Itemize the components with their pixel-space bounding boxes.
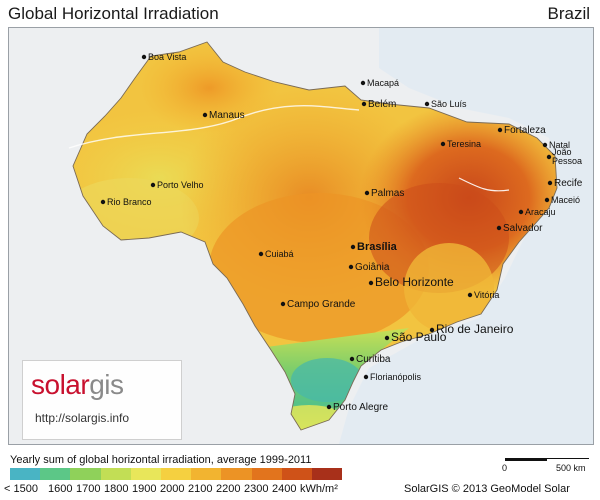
city-dot [280, 301, 286, 307]
scale-bar [505, 452, 589, 468]
city-label: Fortaleza [504, 125, 546, 136]
legend-label: 1900 [132, 483, 157, 495]
city-label: Palmas [371, 188, 404, 199]
legend-color-bar [10, 468, 343, 480]
legend-swatch [160, 468, 192, 480]
city-label: Maceió [551, 195, 580, 205]
legend-label: 2100 [188, 483, 213, 495]
legend-swatch [10, 468, 41, 480]
city-label: Porto Alegre [333, 402, 388, 413]
city-dot [258, 251, 264, 257]
legend-unit: kWh/m² [300, 483, 338, 495]
city-label: Boa Vista [148, 52, 186, 62]
legend-swatch [40, 468, 71, 480]
city-dot [350, 244, 356, 250]
city-label: Florianópolis [370, 372, 422, 382]
city-dot [348, 264, 354, 270]
city-dot [349, 356, 355, 362]
city-label: Rio de Janeiro [436, 322, 514, 336]
city-dot [518, 209, 524, 215]
legend-title: Yearly sum of global horizontal irradiat… [10, 454, 312, 466]
city-dot [440, 141, 446, 147]
ocean [339, 28, 593, 444]
city-dot [429, 327, 435, 333]
city-label: Aracaju [525, 207, 556, 217]
country-label: Brazil [547, 4, 590, 23]
city-label: Brasília [357, 241, 398, 253]
city-dot [547, 180, 553, 186]
city-dot [368, 280, 374, 286]
city-label: Cuiabá [265, 249, 294, 259]
scale-max: 500 km [556, 463, 586, 473]
legend-label: 1600 [48, 483, 73, 495]
city-dot [363, 374, 369, 380]
city-label: São Luís [431, 99, 467, 109]
city-dot [496, 225, 502, 231]
city-dot [542, 142, 548, 148]
city-label: Curitiba [356, 354, 391, 365]
city-dot [424, 101, 430, 107]
city-dot [360, 80, 366, 86]
logo-url[interactable]: http://solargis.info [35, 411, 130, 425]
scale-min: 0 [502, 463, 508, 473]
legend-swatch [191, 468, 222, 480]
city-label: Macapá [367, 78, 399, 88]
legend-label-first: < 1500 [4, 483, 38, 495]
legend-label: 1700 [76, 483, 101, 495]
legend-swatch [221, 468, 252, 480]
credit-line: SolarGIS © 2013 GeoModel Solar [404, 483, 570, 495]
legend-swatch [100, 468, 131, 480]
city-dot [546, 154, 552, 160]
city-label: Natal [549, 140, 570, 150]
city-dot [544, 197, 550, 203]
legend-swatch [251, 468, 282, 480]
solargis-logo[interactable]: solargis http://solargis.info [22, 360, 182, 440]
city-label: Belo Horizonte [375, 275, 454, 289]
city-label: Porto Velho [157, 180, 204, 190]
city-label: Goiânia [355, 262, 390, 273]
city-dot [202, 112, 208, 118]
city-label: São Paulo [391, 330, 447, 344]
city-dot [497, 127, 503, 133]
city-label: Belém [368, 99, 396, 110]
city-dot [326, 404, 332, 410]
legend-swatch [281, 468, 312, 480]
city-label: Teresina [447, 139, 481, 149]
logo-wordmark: solargis [31, 369, 124, 400]
amazon-river [68, 105, 360, 149]
city-label: Manaus [209, 110, 245, 121]
legend-label: 2000 [160, 483, 185, 495]
legend-swatch [70, 468, 101, 480]
city-dot [100, 199, 106, 205]
city-label: João Pessoa [552, 147, 582, 166]
city-label: Vitória [474, 290, 499, 300]
legend-label: 2300 [244, 483, 269, 495]
city-dot [467, 292, 473, 298]
sao-francisco-river [458, 177, 510, 192]
city-label: Campo Grande [287, 299, 356, 310]
legend-swatch [130, 468, 161, 480]
city-dot [141, 54, 147, 60]
legend-label: 2400 [272, 483, 297, 495]
city-dot [150, 182, 156, 188]
city-label: Recife [554, 178, 583, 189]
map-title: Global Horizontal Irradiation [8, 4, 219, 23]
city-dot [364, 190, 370, 196]
legend-swatch [311, 468, 343, 480]
city-dot [384, 335, 390, 341]
city-label: Salvador [503, 223, 543, 234]
city-markers: Boa Vista Macapá Belém São Luís Fortaleza Man… [100, 52, 583, 413]
city-label: Rio Branco [107, 197, 152, 207]
legend-label: 2200 [216, 483, 241, 495]
city-dot [361, 101, 367, 107]
legend-label: 1800 [104, 483, 129, 495]
